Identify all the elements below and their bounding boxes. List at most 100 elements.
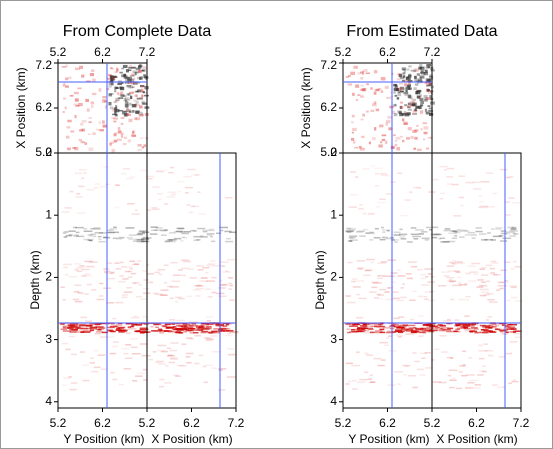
seismic-dot xyxy=(390,91,393,94)
seismic-dot xyxy=(164,323,171,326)
seismic-dot xyxy=(164,281,168,284)
seismic-dot xyxy=(377,323,384,326)
seismic-dot xyxy=(479,268,485,270)
seismic-dot xyxy=(195,238,201,241)
seismic-dot xyxy=(142,66,147,69)
seismic-dot xyxy=(160,289,169,291)
seismic-dot xyxy=(216,232,222,234)
seismic-dot xyxy=(229,299,235,301)
seismic-dot xyxy=(141,100,145,104)
seismic-dot xyxy=(119,330,128,333)
seismic-dot xyxy=(465,386,472,389)
seismic-dot xyxy=(362,168,370,170)
seismic-dot xyxy=(459,326,468,328)
seismic-dot xyxy=(160,229,168,232)
inset-tick-label: 5.2 xyxy=(35,145,52,159)
seismic-dot xyxy=(454,325,459,327)
seismic-dot xyxy=(76,212,86,214)
seismic-dot xyxy=(419,110,424,114)
seismic-dot xyxy=(394,323,399,326)
seismic-dot xyxy=(450,298,455,301)
seismic-dot xyxy=(151,229,158,232)
seismic-dot xyxy=(415,229,424,231)
seismic-dot xyxy=(398,111,402,114)
seismic-dot xyxy=(158,273,163,276)
seismic-dot xyxy=(199,280,209,282)
seismic-dot xyxy=(425,324,431,327)
seismic-dot xyxy=(117,82,122,86)
seismic-dot xyxy=(123,367,131,370)
seismic-dot xyxy=(424,239,429,241)
seismic-dot xyxy=(127,326,132,328)
seismic-dot xyxy=(174,230,181,233)
seismic-dot xyxy=(87,234,93,236)
seismic-dot xyxy=(501,324,506,326)
seismic-dot xyxy=(124,81,130,84)
seismic-dot xyxy=(74,146,79,151)
seismic-dot xyxy=(352,92,355,96)
seismic-dot xyxy=(182,324,190,327)
seismic-dot xyxy=(365,325,373,328)
seismic-dot xyxy=(171,192,178,195)
seismic-dot xyxy=(362,113,365,117)
seismic-dot xyxy=(446,318,451,321)
seismic-dot xyxy=(206,234,212,236)
seismic-dot xyxy=(211,291,217,294)
seismic-dot xyxy=(447,167,455,170)
seismic-dot xyxy=(84,142,88,145)
seismic-dot xyxy=(475,230,483,233)
seismic-dot xyxy=(351,120,354,124)
seismic-dot xyxy=(416,81,420,84)
seismic-dot xyxy=(79,129,84,132)
seismic-dot xyxy=(62,326,66,328)
seismic-dot xyxy=(109,93,114,96)
seismic-dot xyxy=(429,76,434,80)
seismic-dot xyxy=(140,240,148,243)
seismic-dot xyxy=(350,137,355,141)
seismic-dot xyxy=(115,97,120,102)
seismic-dot xyxy=(464,282,468,285)
seismic-dot xyxy=(139,76,144,80)
seismic-dot xyxy=(423,95,428,98)
seismic-dot xyxy=(498,322,507,325)
seismic-dot xyxy=(450,357,454,359)
seismic-dot xyxy=(63,377,72,379)
seismic-dot xyxy=(121,136,124,139)
seismic-dot xyxy=(156,360,165,363)
seismic-dot xyxy=(106,88,110,91)
seismic-dot xyxy=(127,276,133,278)
seismic-dot xyxy=(186,352,194,355)
seismic-dot xyxy=(155,227,163,229)
seismic-dot xyxy=(496,386,502,389)
seismic-dot xyxy=(448,279,453,281)
seismic-dot xyxy=(191,174,199,176)
seismic-dot xyxy=(417,295,424,298)
seismic-dot xyxy=(221,283,228,286)
seismic-dot xyxy=(176,227,184,230)
seismic-dot xyxy=(131,131,135,135)
depth-tick-label: 0 xyxy=(330,145,337,159)
seismic-dot xyxy=(207,323,215,326)
seismic-dot xyxy=(81,74,85,78)
seismic-dot xyxy=(141,331,146,333)
seismic-dot xyxy=(509,331,517,333)
seismic-dot xyxy=(128,234,137,236)
seismic-dot xyxy=(124,357,133,360)
seismic-dot xyxy=(114,88,117,93)
seismic-dot xyxy=(98,238,102,241)
seismic-dot xyxy=(86,283,93,286)
seismic-dot xyxy=(420,127,423,131)
seismic-dot xyxy=(403,121,408,125)
seismic-dot xyxy=(357,94,361,97)
seismic-dot xyxy=(427,323,432,325)
seismic-dot xyxy=(399,87,402,90)
seismic-dot xyxy=(108,81,113,85)
seismic-dot xyxy=(118,383,124,386)
seismic-dot xyxy=(493,273,498,276)
seismic-dot xyxy=(177,297,185,300)
seismic-dot xyxy=(399,105,403,109)
seismic-dot xyxy=(378,323,382,325)
seismic-dot xyxy=(461,374,468,377)
seismic-dot xyxy=(412,98,417,101)
seismic-dot xyxy=(95,326,104,328)
